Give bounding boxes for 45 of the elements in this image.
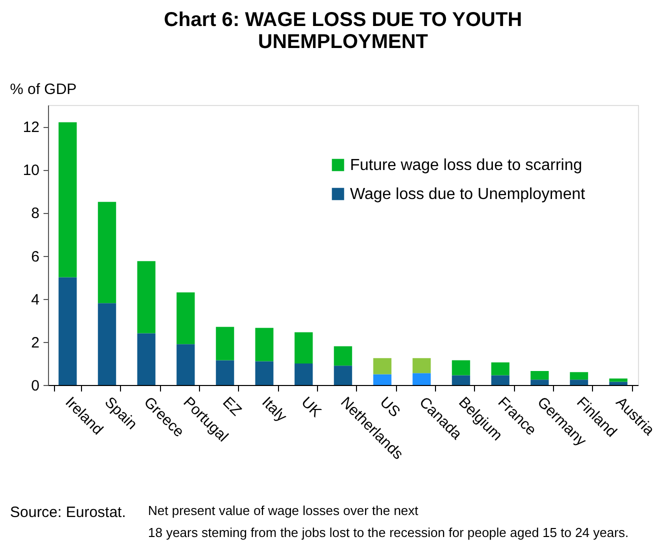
bar (373, 374, 392, 385)
bar (491, 375, 510, 385)
x-tick-label: Italy (258, 394, 290, 426)
legend-label: Future wage loss due to scarring (350, 157, 582, 174)
bar (216, 360, 234, 385)
y-tick-label: 12 (22, 119, 40, 136)
bar (373, 358, 392, 374)
y-tick-label: 0 (31, 378, 40, 394)
bar (452, 360, 470, 376)
bar (137, 333, 156, 385)
bar (334, 366, 352, 385)
bar (98, 303, 116, 385)
bar (570, 372, 588, 380)
bar (216, 326, 234, 360)
y-tick-label: 6 (31, 248, 40, 266)
bar (452, 375, 470, 385)
bar (530, 380, 549, 385)
text: Net present value of wage losses over the next 18 years steming from the jobs lost to the recession for people aged 15 to 24 years. (148, 503, 629, 540)
y-tick-label: 2 (31, 334, 40, 352)
legend-label: Wage loss due to Unemployment (350, 186, 586, 203)
bar (294, 363, 313, 385)
bar (58, 277, 77, 385)
bar (98, 202, 116, 304)
y-tick-label: 8 (31, 205, 40, 222)
y-axis-title: % of GDP (10, 81, 77, 98)
bar (255, 328, 274, 362)
bar (412, 358, 431, 374)
bar (334, 346, 352, 366)
source-note: Source: Eurostat. (10, 504, 126, 521)
bar (609, 382, 628, 385)
chart-title: Chart 6: WAGE LOSS DUE TO YOUTH UNEMPLOYMENT (164, 9, 522, 53)
bar (137, 261, 156, 334)
bar (412, 373, 431, 385)
bar (570, 380, 588, 385)
bar (176, 292, 195, 344)
bar (58, 122, 77, 278)
y-tick-label: 10 (22, 162, 40, 180)
bar (255, 361, 274, 385)
bar (609, 378, 628, 382)
bar (530, 371, 549, 380)
bar (176, 344, 195, 385)
x-tick-label: UK (298, 394, 325, 421)
bar (491, 362, 510, 376)
bar (294, 332, 313, 364)
y-tick-label: 4 (31, 291, 40, 308)
